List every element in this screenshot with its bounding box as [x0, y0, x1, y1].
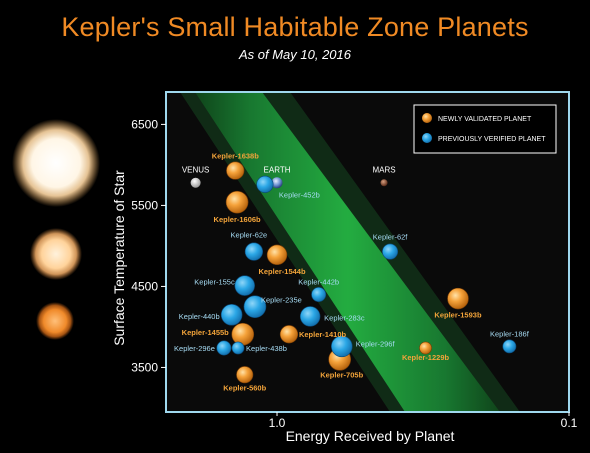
planet-label: Kepler-440b	[179, 312, 220, 321]
planet-point	[225, 190, 249, 214]
planet-label: Kepler-1410b	[299, 330, 347, 339]
planet-label: Kepler-296e	[174, 344, 215, 353]
venus-point	[190, 177, 201, 188]
planet-point	[236, 366, 254, 384]
earth-label: EARTH	[264, 166, 291, 175]
planet-label: Kepler-1606b	[214, 215, 262, 224]
m-type-star-icon	[36, 302, 74, 340]
habitable-zone-glow	[180, 92, 520, 412]
planet-point	[244, 242, 263, 261]
planet-label: Kepler-155c	[194, 278, 235, 287]
planet-point	[231, 341, 245, 355]
star-size-illustration	[12, 119, 100, 340]
planet-point	[226, 161, 245, 180]
planet-label: Kepler-1593b	[434, 311, 482, 320]
planet-point	[256, 175, 274, 193]
y-tick-label: 5500	[131, 198, 158, 212]
planet-point	[279, 325, 299, 344]
x-axis-label: Energy Received by Planet	[286, 428, 455, 444]
planet-label: Kepler-296f	[356, 339, 396, 348]
planet-label: Kepler-442b	[298, 278, 339, 287]
planet-label: Kepler-1638b	[212, 152, 260, 161]
planet-label: Kepler-235e	[261, 296, 302, 305]
legend: NEWLY VALIDATED PLANET PREVIOUSLY VERIFI…	[413, 104, 557, 154]
y-tick-label: 6500	[131, 117, 158, 131]
planet-point	[447, 287, 469, 310]
planet-point	[382, 243, 399, 260]
planet-label: Kepler-1229b	[402, 353, 450, 362]
earth-point	[271, 177, 283, 189]
planet-point	[216, 340, 232, 356]
planet-label: Kepler-186f	[490, 329, 530, 338]
venus-label: VENUS	[182, 166, 210, 175]
g-type-star-icon	[12, 119, 100, 207]
planet-label: Kepler-1544b	[258, 267, 306, 276]
y-axis-label: Surface Temperature of Star	[111, 170, 127, 346]
planet-label: Kepler-705b	[320, 370, 363, 379]
solar-system-planets: VENUS EARTH MARS	[182, 166, 396, 189]
planet-point	[331, 335, 353, 358]
y-axis-ticks: 3500 4500 5500 6500	[131, 117, 166, 374]
x-axis-ticks: 1.0 0.1	[269, 412, 578, 430]
planet-label: Kepler-1455b	[182, 328, 230, 337]
planet-label: Kepler-560b	[223, 384, 266, 393]
legend-old-label: PREVIOUSLY VERIFIED PLANET	[438, 136, 546, 143]
planet-point	[299, 306, 321, 327]
mars-label: MARS	[372, 166, 395, 175]
legend-new-label: NEWLY VALIDATED PLANET	[438, 116, 532, 123]
planet-point	[266, 244, 288, 266]
planet-point	[231, 322, 255, 346]
x-tick-label: 0.1	[561, 416, 578, 430]
planet-point	[311, 287, 327, 302]
legend-old-icon	[422, 133, 432, 143]
planet-label: Kepler-438b	[246, 344, 287, 353]
planet-label: Kepler-62f	[373, 233, 409, 242]
planet-point	[234, 275, 255, 296]
k-type-star-icon	[30, 228, 82, 280]
page-title: Kepler's Small Habitable Zone Planets	[61, 12, 529, 42]
planet-label: Kepler-283c	[324, 313, 365, 322]
planet-point	[502, 339, 517, 354]
planet-label: Kepler-62e	[231, 231, 268, 240]
planet-point	[220, 304, 243, 326]
plot-frame	[165, 91, 570, 413]
y-tick-label: 3500	[131, 360, 158, 374]
legend-box	[413, 104, 557, 154]
exoplanet-points: Kepler-1638b Kepler-452b Kepler-1606b Keple…	[174, 152, 530, 393]
planet-point	[243, 295, 267, 318]
habitable-zone-band	[195, 92, 500, 412]
y-tick-label: 4500	[131, 279, 158, 293]
mars-point	[380, 179, 388, 187]
legend-new-icon	[422, 113, 432, 123]
page-subtitle: As of May 10, 2016	[238, 47, 351, 62]
planet-label: Kepler-452b	[279, 190, 320, 199]
x-tick-label: 1.0	[269, 416, 286, 430]
planet-point	[419, 341, 432, 355]
